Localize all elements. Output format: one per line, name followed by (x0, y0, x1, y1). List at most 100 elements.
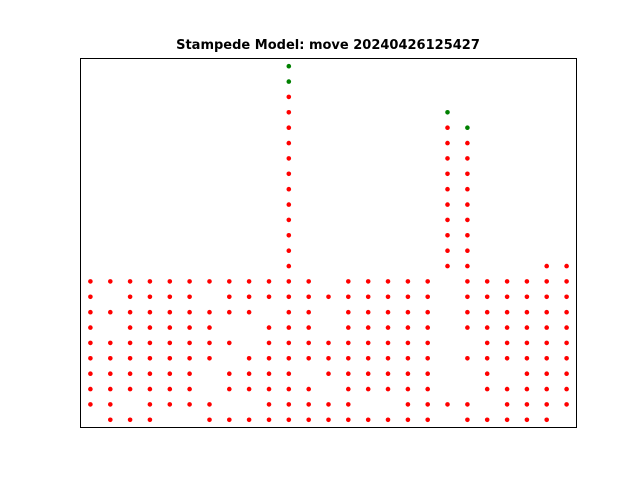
red-point (187, 356, 192, 361)
red-point (167, 325, 173, 330)
red-point (108, 279, 113, 284)
red-point (425, 371, 431, 377)
red-point (286, 402, 292, 407)
red-point (147, 417, 153, 423)
red-point (286, 417, 292, 423)
red-point (227, 279, 232, 284)
red-point (465, 171, 470, 177)
red-point (504, 325, 510, 330)
red-point (187, 386, 192, 392)
red-point (544, 325, 549, 330)
red-point (108, 371, 113, 377)
red-point (266, 279, 272, 284)
red-point (326, 340, 331, 346)
red-point (564, 340, 569, 346)
red-point (88, 325, 93, 330)
red-point (484, 294, 490, 300)
red-point (207, 325, 212, 330)
red-point (445, 186, 450, 192)
red-point (405, 417, 411, 423)
red-point (445, 248, 450, 253)
red-point (465, 325, 470, 330)
red-point (465, 279, 470, 284)
red-point (127, 309, 133, 315)
red-point (425, 356, 431, 361)
red-point (405, 356, 411, 361)
red-point (167, 309, 173, 315)
red-point (405, 371, 411, 377)
red-point (167, 402, 173, 407)
red-point (465, 263, 470, 269)
red-point (524, 294, 530, 300)
red-point (385, 294, 391, 300)
red-point (405, 402, 411, 407)
red-point (465, 402, 470, 407)
red-point (286, 171, 292, 177)
red-point (286, 156, 292, 161)
red-point (445, 263, 450, 269)
red-point (207, 402, 212, 407)
red-point (465, 294, 470, 300)
red-point (465, 156, 470, 161)
red-point (147, 402, 153, 407)
red-point (147, 340, 153, 346)
red-point (286, 233, 292, 238)
red-point (187, 371, 192, 377)
red-point (306, 279, 312, 284)
red-point (326, 402, 331, 407)
red-point (167, 386, 173, 392)
red-point (544, 371, 549, 377)
red-point (365, 279, 371, 284)
red-point (127, 356, 133, 361)
red-point (246, 386, 252, 392)
red-point (326, 356, 331, 361)
red-point (385, 417, 391, 423)
red-point (286, 186, 292, 192)
red-point (108, 402, 113, 407)
red-point (266, 417, 272, 423)
red-point (167, 356, 173, 361)
red-point (227, 417, 232, 423)
red-point (167, 371, 173, 377)
red-point (167, 279, 173, 284)
red-point (365, 417, 371, 423)
red-point (207, 279, 212, 284)
red-point (286, 294, 292, 300)
red-point (465, 356, 470, 361)
red-point (385, 356, 391, 361)
red-point (286, 217, 292, 223)
red-point (246, 279, 252, 284)
red-point (246, 294, 252, 300)
red-point (484, 279, 490, 284)
red-point (564, 309, 569, 315)
red-point (266, 356, 272, 361)
red-point (544, 263, 549, 269)
red-point (346, 340, 351, 346)
red-point (187, 325, 192, 330)
red-point (108, 340, 113, 346)
red-point (286, 202, 292, 207)
red-point (504, 417, 510, 423)
red-point (405, 340, 411, 346)
red-point (524, 386, 530, 392)
red-point (564, 386, 569, 392)
red-point (524, 309, 530, 315)
red-point (108, 417, 113, 423)
red-point (306, 325, 312, 330)
green-point (286, 79, 292, 84)
red-point (227, 386, 232, 392)
red-point (544, 294, 549, 300)
red-point (88, 356, 93, 361)
red-point (187, 340, 192, 346)
red-point (286, 340, 292, 346)
red-point (127, 279, 133, 284)
red-point (445, 202, 450, 207)
red-point (425, 386, 431, 392)
plot-frame (80, 58, 577, 428)
red-point (465, 248, 470, 253)
red-point (405, 279, 411, 284)
red-point (88, 309, 93, 315)
red-point (484, 386, 490, 392)
red-point (207, 309, 212, 315)
red-point (286, 309, 292, 315)
